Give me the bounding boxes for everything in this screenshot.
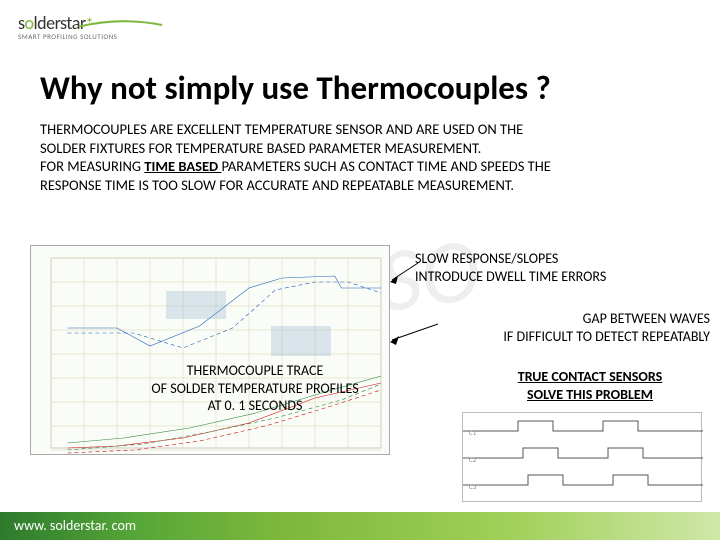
- body-paragraph: THERMOCOUPLES ARE EXCELLENT TEMPERATURE …: [40, 120, 690, 194]
- annotation-solution: TRUE CONTACT SENSORSSOLVE THIS PROBLEM: [480, 368, 700, 403]
- annotation-gap: GAP BETWEEN WAVESIF DIFFICULT TO DETECT …: [503, 310, 710, 345]
- small-chart-svg: C1 C2 C3: [463, 413, 703, 503]
- annotation-trace: THERMOCOUPLE TRACE OF SOLDER TEMPERATURE…: [125, 362, 385, 415]
- arrow-icon: [390, 320, 440, 348]
- svg-text:C1: C1: [469, 428, 477, 437]
- logo-tagline: SMART PROFILING SOLUTIONS: [18, 32, 117, 41]
- page-title: Why not simply use Thermocouples ?: [40, 68, 700, 108]
- logo-block: solderstar* SMART PROFILING SOLUTIONS: [18, 12, 117, 41]
- logo-swoosh-icon: [73, 20, 168, 30]
- annotation-slow-response: SLOW RESPONSE/SLOPESINTRODUCE DWELL TIME…: [415, 250, 606, 285]
- arrow-icon: [390, 258, 420, 288]
- svg-text:C3: C3: [469, 482, 477, 491]
- chart-svg: [31, 246, 391, 456]
- thermocouple-chart: [30, 245, 390, 455]
- svg-text:C2: C2: [469, 455, 477, 464]
- contact-sensor-chart: C1 C2 C3: [462, 412, 702, 502]
- footer-url: www. solderstar. com: [14, 517, 136, 534]
